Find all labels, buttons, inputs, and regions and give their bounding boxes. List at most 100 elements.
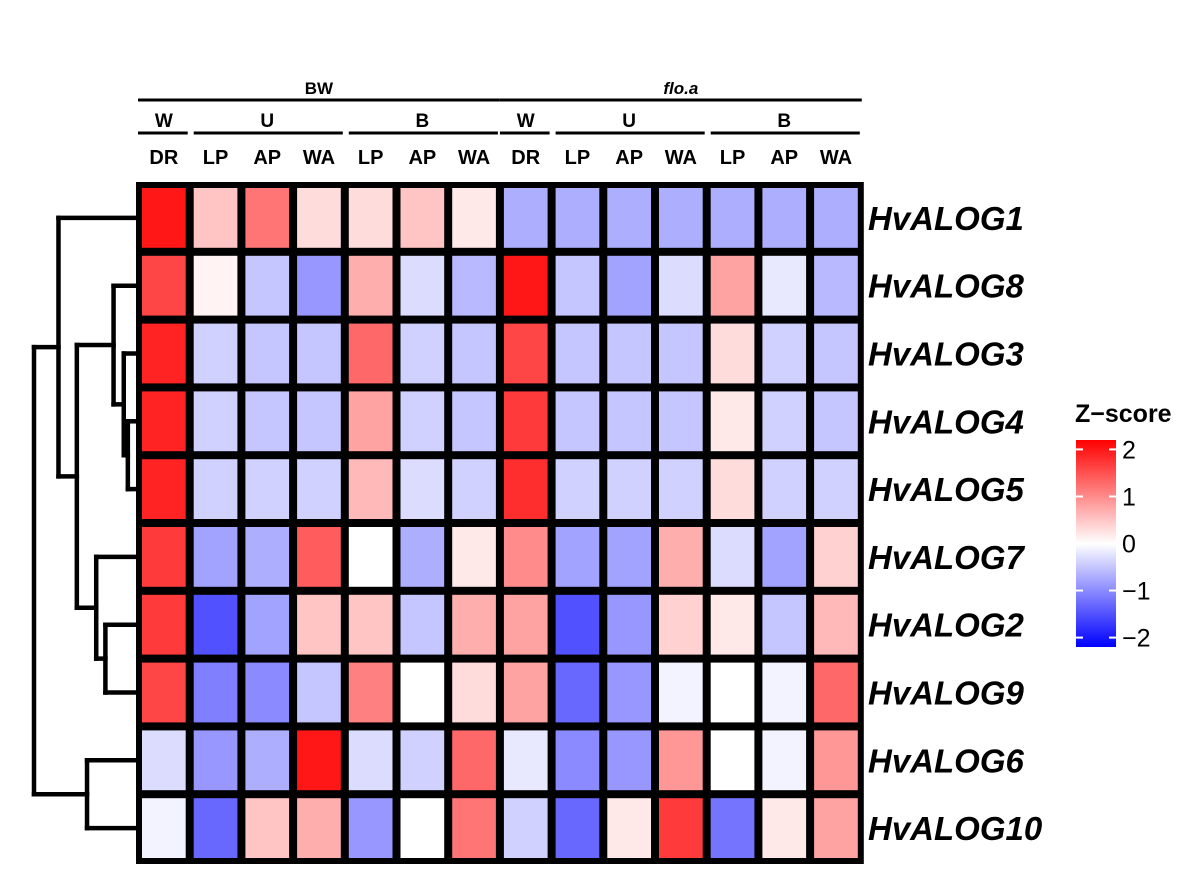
heatmap-cell <box>503 188 548 248</box>
heatmap-cell <box>659 798 703 858</box>
heatmap-cell <box>297 730 341 791</box>
heatmap-cell <box>555 188 600 248</box>
heatmap-cell <box>452 188 496 248</box>
row-label: HvALOG3 <box>868 336 1024 373</box>
heatmap-cell <box>503 798 548 858</box>
heatmap-cell <box>710 255 755 316</box>
legend-tick-label: 0 <box>1122 531 1136 559</box>
heatmap-cell <box>400 594 445 655</box>
column-label: LP <box>565 147 591 169</box>
heatmap-cell <box>452 594 496 655</box>
heatmap-cell <box>348 391 393 452</box>
heatmap-cell <box>142 662 186 723</box>
heatmap-cell <box>245 188 290 248</box>
heatmap-cell <box>814 594 858 655</box>
column-label: DR <box>149 147 178 169</box>
heatmap-cell <box>814 391 858 452</box>
heatmap-cell <box>400 391 445 452</box>
heatmap-cell <box>193 188 238 248</box>
heatmap-cell <box>659 527 703 587</box>
heatmap-cell <box>762 730 807 791</box>
heatmap-cell <box>607 323 651 384</box>
heatmap-cell <box>503 594 548 655</box>
zscore-legend: Z−score 2 1 0 −1 −2 <box>1075 400 1172 653</box>
heatmap-cell <box>142 730 186 791</box>
heatmap-cell <box>142 323 186 384</box>
heatmap-cell <box>814 730 858 791</box>
column-label: LP <box>203 147 229 169</box>
heatmap-cell <box>142 527 186 587</box>
heatmap-cell <box>710 323 755 384</box>
row-label: HvALOG7 <box>868 539 1026 576</box>
heatmap-cell <box>348 594 393 655</box>
heatmap-cell <box>814 255 858 316</box>
row-label: HvALOG8 <box>868 268 1025 305</box>
heatmap-cell <box>142 798 186 858</box>
heatmap-cell <box>400 730 445 791</box>
heatmap-cell <box>348 459 393 519</box>
heatmap-cell <box>193 594 238 655</box>
heatmap-cell <box>452 798 496 858</box>
heatmap-cell <box>452 527 496 587</box>
legend-tick-label: −1 <box>1122 578 1151 606</box>
heatmap-cell <box>607 798 651 858</box>
heatmap-cell <box>659 391 703 452</box>
heatmap-cell <box>607 391 651 452</box>
heatmap-cell <box>762 255 807 316</box>
heatmap-cell <box>297 323 341 384</box>
group-label: BW <box>305 79 334 98</box>
heatmap-cell <box>245 527 290 587</box>
row-label: HvALOG9 <box>868 675 1025 712</box>
heatmap-cell <box>245 730 290 791</box>
heatmap-cell <box>193 459 238 519</box>
heatmap-cell <box>710 662 755 723</box>
row-label: HvALOG1 <box>868 200 1024 237</box>
heatmap-cell <box>814 798 858 858</box>
heatmap-cell <box>452 730 496 791</box>
heatmap-cell <box>245 594 290 655</box>
column-label: LP <box>358 147 384 169</box>
heatmap-cell <box>814 323 858 384</box>
heatmap-cell <box>814 459 858 519</box>
row-label: HvALOG6 <box>868 742 1025 779</box>
legend-tick-label: 2 <box>1122 436 1136 464</box>
heatmap-cell <box>762 527 807 587</box>
heatmap-cell <box>555 527 600 587</box>
heatmap-cell <box>400 188 445 248</box>
heatmap-cell <box>659 730 703 791</box>
heatmap-cell <box>762 323 807 384</box>
heatmap-cell <box>193 730 238 791</box>
heatmap-cell <box>193 255 238 316</box>
heatmap-cell <box>348 255 393 316</box>
heatmap-cell <box>555 323 600 384</box>
heatmap-cell <box>555 662 600 723</box>
heatmap-cell <box>245 798 290 858</box>
heatmap-cell <box>659 323 703 384</box>
column-label: WA <box>303 147 335 169</box>
subgroup-label: W <box>155 111 173 132</box>
heatmap-cell <box>297 188 341 248</box>
heatmap-cell <box>142 459 186 519</box>
heatmap-cell <box>297 527 341 587</box>
heatmap-cell <box>297 662 341 723</box>
subgroup-label: U <box>260 111 274 132</box>
legend-tick-label: −2 <box>1122 625 1151 653</box>
heatmap-cell <box>348 323 393 384</box>
heatmap-cell <box>400 798 445 858</box>
column-label: WA <box>458 147 490 169</box>
heatmap-cell <box>503 391 548 452</box>
heatmap-cell <box>607 188 651 248</box>
heatmap-cell <box>245 255 290 316</box>
heatmap-cell <box>297 391 341 452</box>
heatmap-cell <box>659 594 703 655</box>
legend-tick-label: 1 <box>1122 483 1136 511</box>
heatmap-cell <box>452 323 496 384</box>
heatmap-cell <box>503 730 548 791</box>
heatmap-cell <box>142 594 186 655</box>
heatmap-cell <box>348 798 393 858</box>
heatmap-cell <box>193 527 238 587</box>
heatmap-cell <box>555 798 600 858</box>
heatmap-cell <box>607 255 651 316</box>
heatmap-cell <box>503 662 548 723</box>
